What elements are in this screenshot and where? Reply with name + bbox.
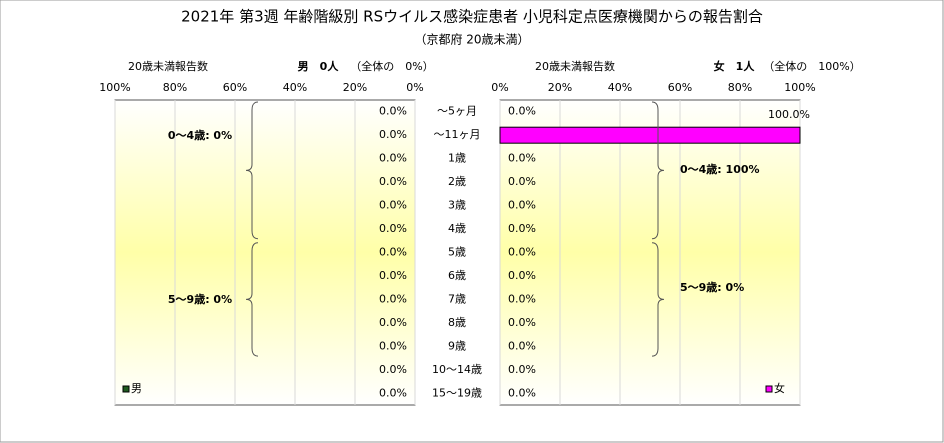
value-label: 0.0% xyxy=(508,316,536,329)
brace xyxy=(245,242,259,357)
category-label: 3歳 xyxy=(448,199,466,212)
x-tick-label: 60% xyxy=(223,81,247,94)
value-label: 0.0% xyxy=(379,316,407,329)
category-label: 15～19歳 xyxy=(432,386,482,399)
value-label: 0.0% xyxy=(508,152,536,165)
header-label: 20歳未満報告数 xyxy=(128,60,208,73)
legend-label: 男 xyxy=(131,382,142,395)
legend-swatch xyxy=(765,385,773,393)
header-count: 女 1人 xyxy=(714,59,756,73)
category-label: ～11ヶ月 xyxy=(434,128,481,141)
value-label: 0.0% xyxy=(508,175,536,188)
value-label: 0.0% xyxy=(379,386,407,399)
brace xyxy=(245,101,259,240)
x-tick-label: 20% xyxy=(343,81,367,94)
x-tick-label: 80% xyxy=(728,81,752,94)
group-annotation: 5～9歳: 0% xyxy=(680,280,744,294)
header-share: （全体の 0%） xyxy=(350,59,433,73)
value-label: 0.0% xyxy=(508,222,536,235)
group-annotation: 0～4歳: 100% xyxy=(680,162,760,176)
legend-swatch xyxy=(122,385,130,393)
value-label: 0.0% xyxy=(379,246,407,259)
value-label: 0.0% xyxy=(508,339,536,352)
header-label: 20歳未満報告数 xyxy=(535,60,615,73)
category-label: 1歳 xyxy=(448,152,466,165)
x-tick-label: 0% xyxy=(491,81,508,94)
plot-area xyxy=(114,99,416,406)
value-label: 0.0% xyxy=(379,269,407,282)
header-count: 男 0人 xyxy=(298,59,340,73)
chart-subtitle: （京都府 20歳未満） xyxy=(414,32,529,47)
value-label: 0.0% xyxy=(508,363,536,376)
x-tick-label: 100% xyxy=(784,81,815,94)
header-share: （全体の 100%） xyxy=(763,59,860,73)
x-tick-label: 100% xyxy=(99,81,130,94)
value-label: 0.0% xyxy=(379,199,407,212)
category-label: 9歳 xyxy=(448,339,466,352)
value-label: 0.0% xyxy=(379,175,407,188)
value-label: 0.0% xyxy=(379,152,407,165)
brace xyxy=(651,101,665,240)
value-label: 0.0% xyxy=(379,128,407,141)
group-annotation: 5～9歳: 0% xyxy=(168,292,232,306)
category-label: 6歳 xyxy=(448,269,466,282)
x-tick-label: 20% xyxy=(548,81,572,94)
x-tick-label: 40% xyxy=(283,81,307,94)
category-label: 8歳 xyxy=(448,316,466,329)
x-tick-label: 0% xyxy=(406,81,423,94)
value-label: 0.0% xyxy=(379,292,407,305)
bar xyxy=(499,126,801,144)
brace xyxy=(651,242,665,357)
value-label: 0.0% xyxy=(508,246,536,259)
chart-title: 2021年 第3週 年齢階級別 RSウイルス感染症患者 小児科定点医療機関からの… xyxy=(181,8,763,26)
category-label: 4歳 xyxy=(448,222,466,235)
category-label: 7歳 xyxy=(448,292,466,305)
category-label: 5歳 xyxy=(448,246,466,259)
group-annotation: 0～4歳: 0% xyxy=(168,128,232,142)
x-tick-label: 80% xyxy=(163,81,187,94)
value-label: 0.0% xyxy=(379,222,407,235)
value-label: 0.0% xyxy=(508,386,536,399)
value-label: 0.0% xyxy=(508,292,536,305)
value-label: 0.0% xyxy=(379,105,407,118)
legend-label: 女 xyxy=(774,381,785,395)
value-label: 0.0% xyxy=(379,363,407,376)
category-label: 2歳 xyxy=(448,175,466,188)
value-label: 0.0% xyxy=(508,105,536,118)
x-tick-label: 40% xyxy=(608,81,632,94)
value-label: 0.0% xyxy=(508,269,536,282)
value-label: 0.0% xyxy=(508,199,536,212)
value-label: 100.0% xyxy=(768,108,810,121)
category-label: ～5ヶ月 xyxy=(437,105,477,118)
value-label: 0.0% xyxy=(379,339,407,352)
x-tick-label: 60% xyxy=(668,81,692,94)
category-label: 10～14歳 xyxy=(432,363,482,376)
plot-area xyxy=(499,99,801,406)
